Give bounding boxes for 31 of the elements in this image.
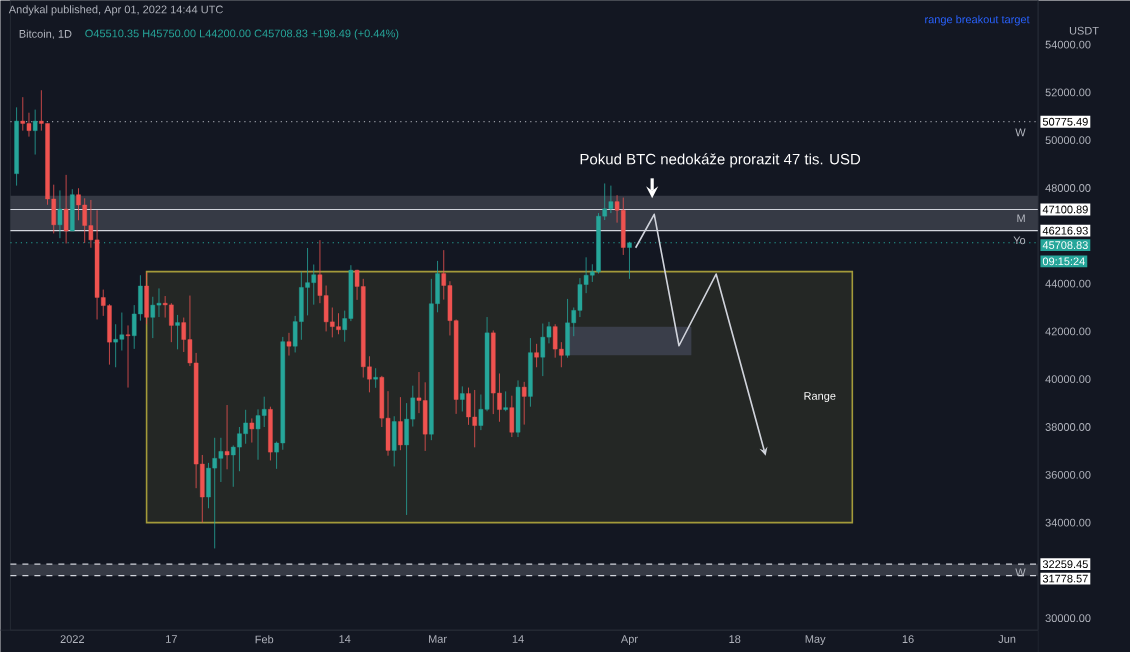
candlestick [565, 298, 570, 358]
candlestick [621, 196, 626, 256]
candlestick [503, 390, 508, 412]
candlestick [460, 385, 465, 412]
candlestick [515, 379, 521, 438]
candlestick [534, 343, 539, 368]
candlestick [608, 184, 614, 214]
candlestick [70, 188, 75, 232]
candlestick [224, 404, 230, 470]
candlestick [150, 296, 156, 339]
candlestick [212, 437, 217, 549]
candlestick [268, 406, 273, 461]
candlestick [175, 314, 180, 350]
candlestick [286, 332, 292, 356]
candlestick [472, 389, 477, 448]
candlestick [540, 322, 546, 377]
candlestick [169, 302, 174, 343]
candlestick [528, 337, 533, 407]
candlestick [509, 395, 515, 438]
candlestick [63, 174, 69, 244]
candlestick [32, 108, 38, 155]
candlestick [125, 324, 131, 388]
candlestick [373, 367, 378, 388]
candlestick [391, 415, 397, 467]
candlestick [249, 417, 255, 443]
candlestick [521, 381, 527, 425]
candlestick [144, 271, 149, 325]
candlestick [398, 396, 403, 451]
candlestick [336, 312, 341, 335]
candlestick [57, 189, 63, 239]
candlestick [20, 96, 26, 131]
